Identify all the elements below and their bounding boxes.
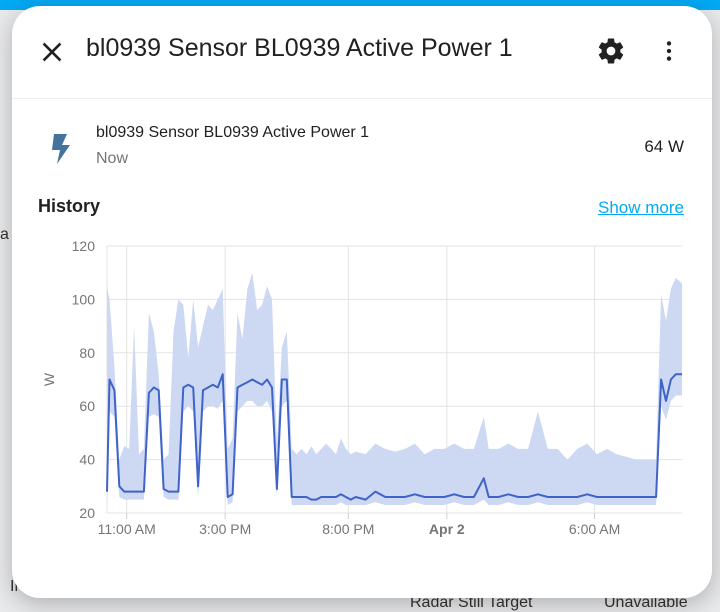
header-divider: [12, 98, 712, 99]
more-info-dialog: bl0939 Sensor BL0939 Active Power 1 bl09…: [12, 6, 712, 598]
chart-axes: 20 40 60 80 100 120 11:00 AM 3:00 PM 8:00 PM Apr …: [41, 238, 620, 537]
close-icon: [42, 42, 62, 62]
x-tick-label: 11:00 AM: [98, 521, 156, 537]
chart-minmax-band: [107, 272, 682, 505]
flash-icon: [52, 134, 70, 164]
close-button[interactable]: [36, 36, 68, 68]
background-fragment: Radar Still Target: [410, 594, 533, 611]
gear-icon: [598, 38, 624, 64]
background-fragment: Ir: [10, 578, 20, 595]
dialog-title: bl0939 Sensor BL0939 Active Power 1: [86, 34, 513, 62]
app-header-bar: [0, 0, 720, 10]
entity-state-value: 64 W: [644, 137, 684, 156]
background-fragment: Unavailable: [604, 594, 688, 611]
y-tick-label: 120: [72, 238, 96, 254]
y-tick-label: 20: [79, 505, 95, 521]
x-tick-label: 8:00 PM: [322, 521, 374, 537]
y-tick-label: 60: [79, 398, 95, 414]
history-chart: 20 40 60 80 100 120 11:00 AM 3:00 PM 8:00 PM Apr …: [41, 238, 682, 537]
series-band: [107, 272, 682, 505]
x-tick-label: 3:00 PM: [199, 521, 251, 537]
y-tick-label: 40: [79, 452, 95, 468]
show-more-link[interactable]: Show more: [598, 198, 684, 217]
y-tick-label: 80: [79, 345, 95, 361]
x-tick-label: Apr 2: [429, 521, 465, 537]
more-vert-icon: [666, 41, 672, 61]
history-title: History: [38, 196, 101, 216]
entity-icon-wrap: [50, 134, 72, 164]
chart-mean-line: [106, 373, 682, 501]
more-options-button[interactable]: [656, 36, 682, 66]
y-axis-label: W: [41, 372, 57, 386]
x-tick-label: 6:00 AM: [569, 521, 620, 537]
series-line: [106, 373, 682, 501]
background-fragment: a: [0, 226, 9, 243]
settings-button[interactable]: [596, 36, 626, 66]
y-tick-label: 100: [72, 291, 96, 307]
entity-name: bl0939 Sensor BL0939 Active Power 1: [96, 124, 370, 141]
entity-last-changed: Now: [96, 150, 129, 167]
